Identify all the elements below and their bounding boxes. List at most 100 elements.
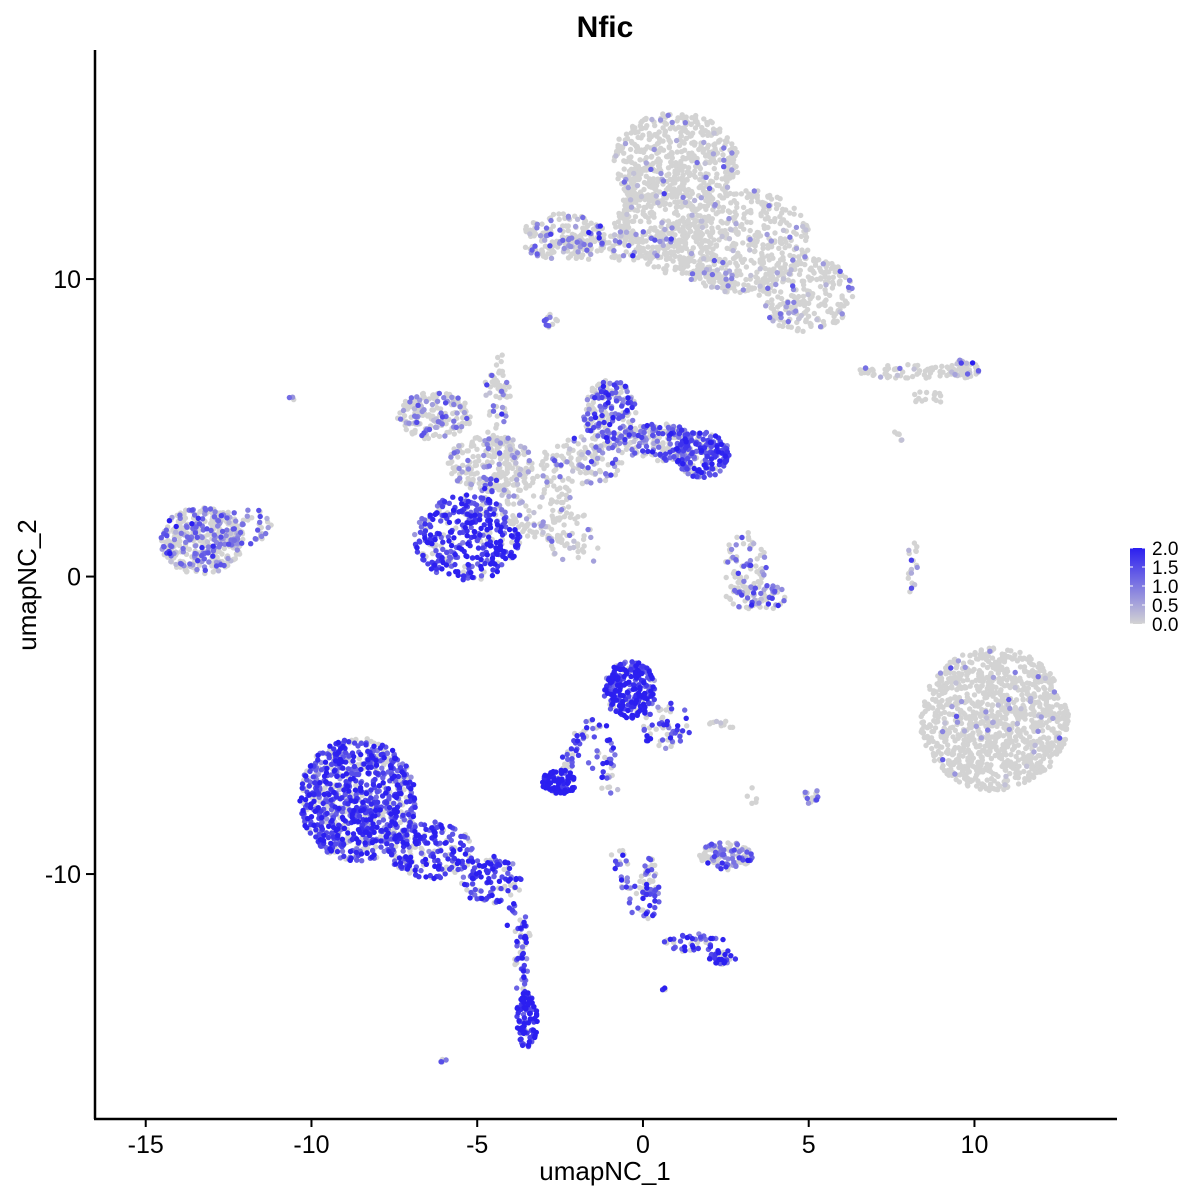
cell-point [210, 569, 216, 575]
cell-point [785, 324, 791, 330]
cell-point [550, 223, 556, 229]
cell-point [807, 277, 813, 283]
cell-point [740, 541, 747, 547]
cell-point [701, 256, 707, 262]
cell-point [550, 507, 556, 514]
cell-point [748, 210, 754, 216]
cell-point [990, 674, 997, 681]
cell-point [905, 575, 911, 581]
cell-point [532, 534, 538, 540]
cell-point [974, 770, 981, 777]
cell-point [683, 245, 689, 252]
cell-point [1057, 723, 1063, 729]
cell-point [941, 767, 948, 774]
cell-point [736, 268, 742, 274]
cell-point [997, 691, 1004, 698]
cell-point [743, 604, 750, 610]
cell-point [756, 292, 762, 298]
cell-point [434, 405, 440, 411]
cell-point [871, 371, 877, 377]
cell-point [760, 276, 766, 283]
cell-point [663, 153, 670, 160]
cell-point [631, 170, 637, 177]
cell-point [575, 554, 581, 561]
cell-point [1045, 724, 1051, 731]
cell-point [755, 230, 762, 236]
cell-point [1028, 761, 1035, 768]
cell-point [699, 262, 705, 268]
cell-point [474, 470, 480, 476]
cell-point [648, 204, 654, 210]
cell-point [931, 757, 938, 764]
cell-point [923, 389, 930, 396]
cell-point [642, 213, 649, 219]
cell-point [1047, 763, 1053, 770]
cell-point [718, 265, 725, 271]
cell-point [798, 233, 805, 240]
cell-point [1002, 782, 1008, 788]
cell-point [955, 658, 962, 664]
cell-point [967, 659, 973, 665]
cell-point [775, 260, 782, 266]
cell-point [644, 181, 650, 187]
cell-point [632, 129, 638, 136]
cell-point [570, 468, 576, 474]
cell-point [751, 285, 758, 291]
cell-point [1054, 745, 1061, 751]
cell-point [1015, 730, 1022, 736]
cell-point [891, 366, 898, 373]
cell-point [949, 703, 955, 710]
cell-point [606, 240, 612, 246]
cell-point [651, 264, 657, 270]
cell-point [885, 363, 891, 369]
cell-point [802, 261, 808, 268]
cell-point [429, 407, 435, 413]
cell-point [836, 281, 843, 287]
cell-point [696, 235, 703, 242]
cell-point [918, 729, 924, 735]
cell-point [655, 176, 661, 183]
cell-point [507, 446, 514, 453]
cell-point [631, 218, 637, 224]
cell-point [565, 437, 571, 443]
cell-point [775, 304, 781, 310]
cell-point [501, 866, 507, 873]
cell-point [953, 680, 959, 686]
cell-point [1023, 763, 1030, 769]
cell-point [738, 191, 745, 197]
cell-point [226, 519, 232, 526]
cell-point [671, 221, 677, 227]
cell-point [637, 171, 643, 177]
cell-point [699, 124, 705, 131]
cell-point [698, 195, 704, 201]
cell-point [643, 125, 649, 131]
cell-point [788, 292, 795, 299]
cell-point [734, 263, 740, 269]
cell-point [711, 237, 717, 243]
cell-point [543, 455, 549, 461]
cell-point [519, 499, 525, 505]
cell-point [930, 696, 936, 702]
cell-point [699, 247, 705, 254]
cell-point [677, 265, 684, 272]
cell-point [826, 292, 833, 299]
cell-point [709, 229, 716, 236]
cell-point [680, 215, 686, 221]
cell-point [671, 186, 677, 192]
cell-point [990, 664, 996, 671]
cell-point [508, 519, 514, 526]
cell-point [627, 197, 634, 203]
cell-point [1019, 681, 1026, 687]
cell-point [1005, 757, 1011, 764]
cell-point [672, 180, 678, 186]
cell-point [553, 466, 559, 473]
cell-point [1050, 715, 1056, 722]
cell-point [523, 503, 529, 509]
cell-point [1022, 745, 1029, 752]
cell-point [1021, 779, 1028, 786]
cell-point [832, 269, 838, 275]
cell-point [815, 295, 821, 301]
cell-point [796, 271, 803, 278]
cell-point [1056, 710, 1063, 716]
cell-point [624, 211, 630, 218]
